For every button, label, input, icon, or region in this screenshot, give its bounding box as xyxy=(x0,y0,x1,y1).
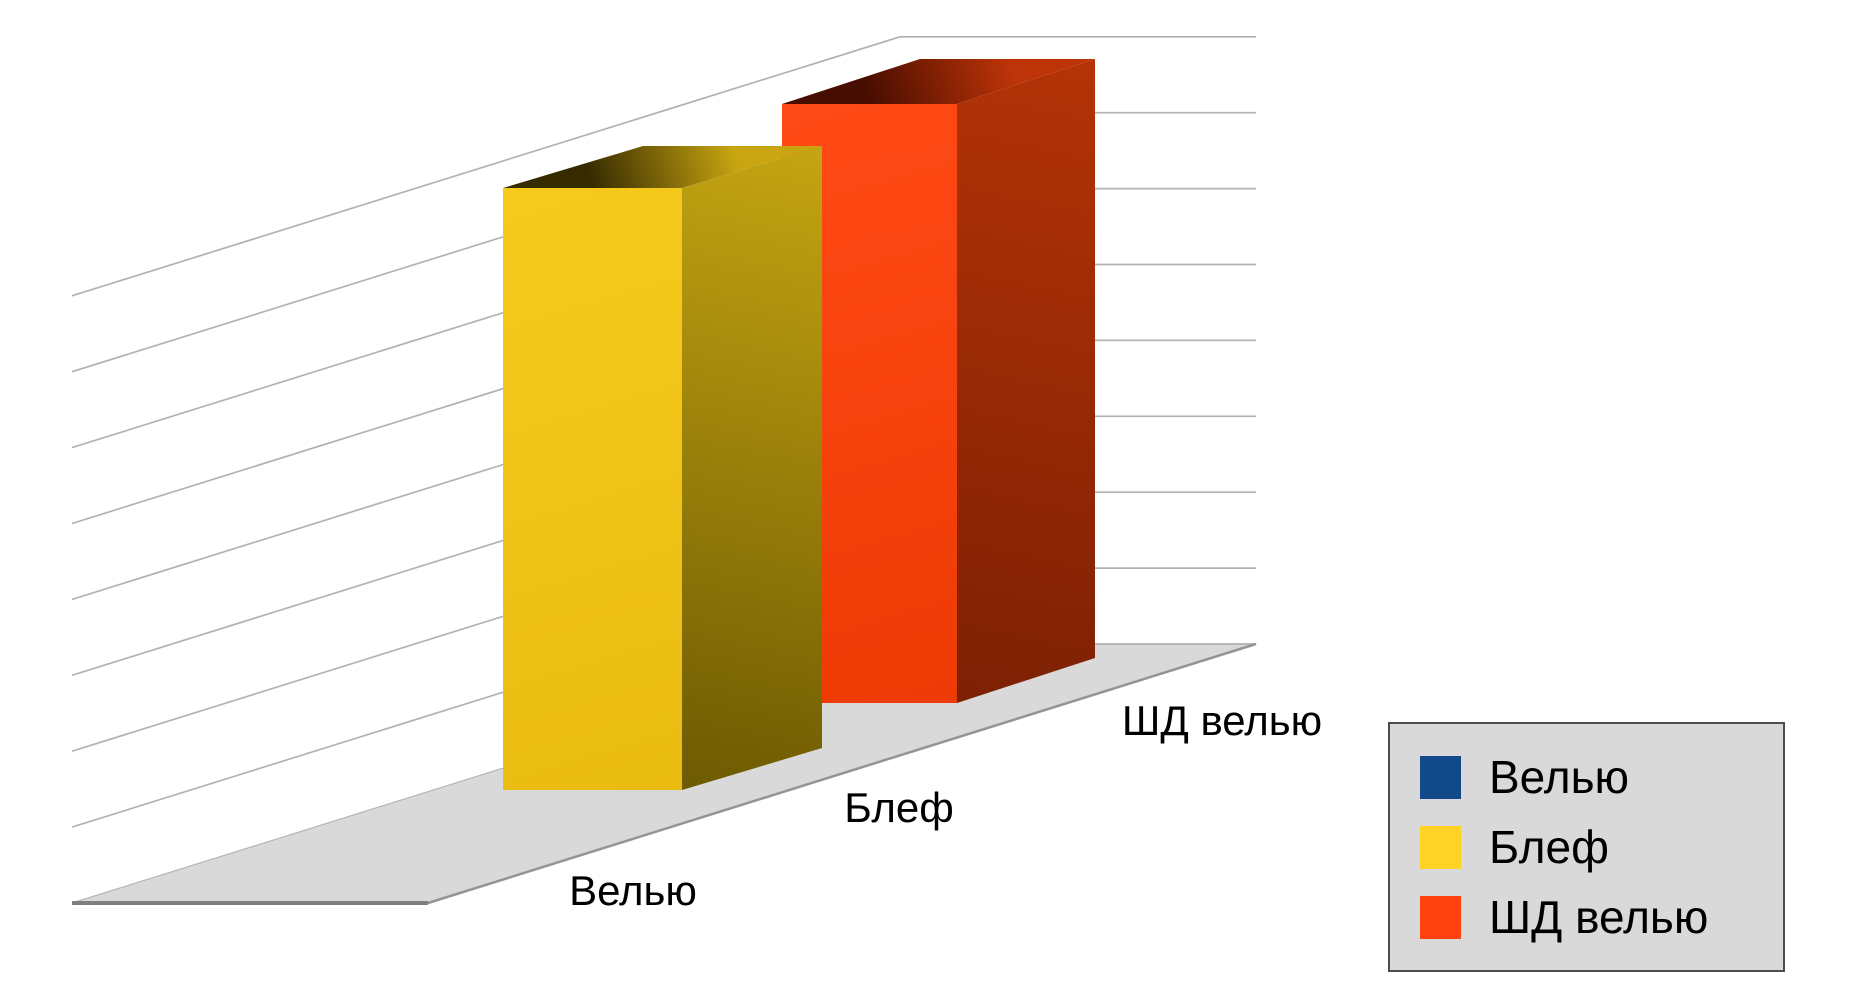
axis-category-label: ШД велью xyxy=(1122,697,1322,744)
legend-item: Велью xyxy=(1420,748,1783,806)
legend-label: Велью xyxy=(1489,751,1630,803)
bar-top-face xyxy=(503,146,822,188)
legend: Велью Блеф ШД велью xyxy=(1388,722,1785,972)
bar-top-face xyxy=(782,59,1095,104)
floor-right-edge xyxy=(427,642,1257,905)
bar-side-face xyxy=(957,59,1095,703)
left-wall-gridline xyxy=(71,35,901,297)
legend-swatch-icon xyxy=(1420,825,1461,869)
bar-3d xyxy=(782,59,1095,703)
legend-item: Блеф xyxy=(1420,818,1783,876)
legend-item: ШД велью xyxy=(1420,888,1783,946)
bar-3d xyxy=(503,146,822,790)
axis-category-label: Велью xyxy=(569,867,697,914)
legend-swatch-icon xyxy=(1420,755,1461,799)
bar-side-face xyxy=(682,146,822,790)
bar-front-face xyxy=(503,188,682,790)
axis-category-label: Блеф xyxy=(844,784,954,831)
legend-swatch-icon xyxy=(1420,895,1461,939)
legend-label: Блеф xyxy=(1489,821,1609,873)
legend-label: ШД велью xyxy=(1489,891,1709,943)
